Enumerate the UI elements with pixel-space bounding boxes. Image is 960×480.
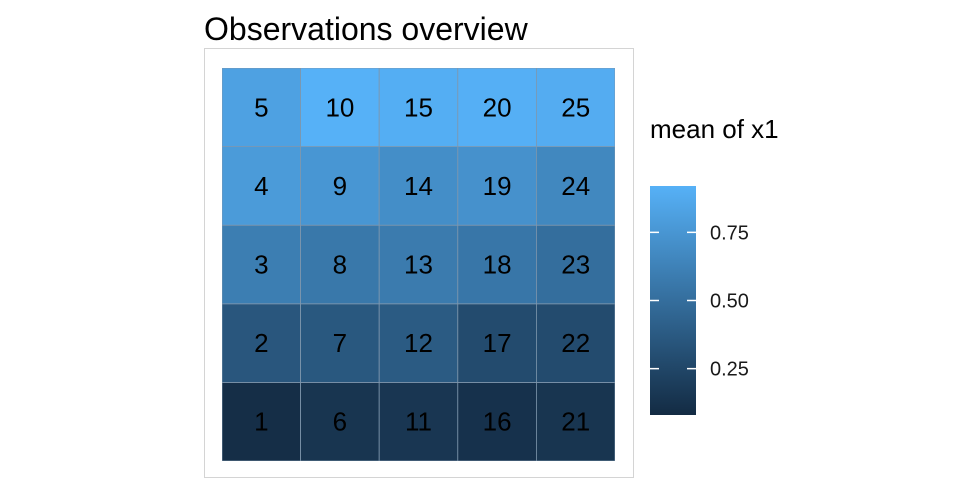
plot-panel — [204, 48, 634, 478]
heatmap-cell — [535, 303, 615, 383]
heatmap-cell — [222, 146, 301, 226]
heatmap-cell — [378, 146, 459, 226]
cell-label: 16 — [483, 407, 512, 437]
heatmap-cell — [300, 224, 380, 305]
cell-label: 25 — [561, 92, 590, 122]
cell-label: 23 — [561, 250, 590, 280]
cell-label: 4 — [254, 171, 268, 201]
heatmap-cell — [378, 68, 459, 147]
cell-label: 6 — [333, 407, 347, 437]
heatmap-cell — [300, 381, 380, 461]
cell-label: 12 — [404, 328, 433, 358]
cell-label: 17 — [483, 328, 512, 358]
cell-label: 7 — [333, 328, 347, 358]
cell-label: 24 — [561, 171, 590, 201]
cell-label: 13 — [404, 250, 433, 280]
heatmap-cell — [300, 146, 380, 226]
heatmap-grid: 1 6 11 16 212 7 12 17 223 8 13 18 234 9 14 19 245 10 15 20 2… — [222, 68, 615, 461]
cell-label: 2 — [254, 328, 268, 358]
heatmap-cell — [222, 224, 301, 305]
legend-tick-label: 0.25 — [710, 359, 749, 381]
heatmap-cell — [535, 224, 615, 305]
legend-tick-label: 0.50 — [710, 291, 749, 313]
chart-title: Observations overview — [204, 11, 528, 47]
heatmap-cell — [535, 68, 615, 147]
cell-label: 9 — [333, 171, 347, 201]
cell-label: 8 — [333, 250, 347, 280]
heatmap-cell — [457, 146, 537, 226]
legend-title: mean of x1 — [650, 114, 779, 144]
cell-label: 3 — [254, 250, 268, 280]
heatmap-cell — [457, 68, 537, 147]
cell-label: 20 — [483, 92, 512, 122]
legend-tick-label: 0.75 — [710, 222, 749, 244]
cell-label: 18 — [483, 250, 512, 280]
cell-label: 14 — [404, 171, 433, 201]
cell-label: 1 — [254, 407, 268, 437]
heatmap-cell — [222, 303, 301, 383]
cell-label: 15 — [404, 92, 433, 122]
cell-label: 10 — [325, 92, 354, 122]
cell-label: 19 — [483, 171, 512, 201]
cell-label: 11 — [405, 407, 432, 437]
color-legend: 0.25 0.50 0.75 — [650, 186, 749, 415]
heatmap-cell — [222, 68, 301, 147]
cell-label: 21 — [561, 407, 590, 437]
heatmap-cell — [300, 68, 380, 147]
cell-label: 22 — [561, 328, 590, 358]
heatmap-cell — [378, 303, 459, 383]
cell-label: 5 — [254, 92, 268, 122]
heatmap-cell — [535, 146, 615, 226]
